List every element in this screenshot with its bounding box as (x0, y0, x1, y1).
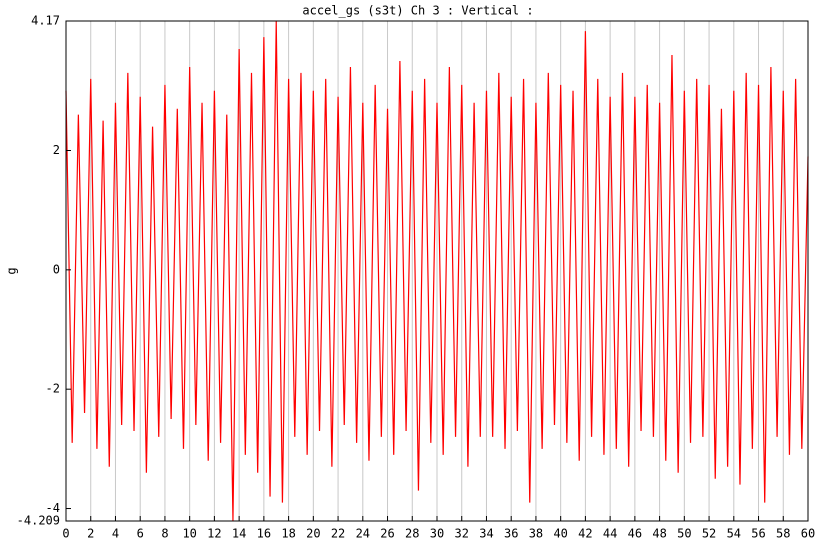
x-tick-label: 22 (331, 527, 345, 541)
x-tick-label: 40 (553, 527, 567, 541)
x-tick-label: 24 (356, 527, 370, 541)
x-tick-label: 16 (257, 527, 271, 541)
x-tick-label: 30 (430, 527, 444, 541)
x-tick-label: 42 (578, 527, 592, 541)
y-tick-label: 2 (53, 143, 60, 157)
x-tick-label: 50 (677, 527, 691, 541)
x-tick-label: 52 (702, 527, 716, 541)
x-tick-label: 26 (380, 527, 394, 541)
x-tick-label: 6 (137, 527, 144, 541)
x-tick-label: 34 (479, 527, 493, 541)
x-tick-label: 44 (603, 527, 617, 541)
x-tick-label: 8 (161, 527, 168, 541)
plot (65, 20, 809, 521)
data-line (65, 20, 809, 521)
chart-title: accel_gs (s3t) Ch 3 : Vertical : (302, 4, 533, 18)
x-tick-label: 4 (112, 527, 119, 541)
x-tick-label: 32 (455, 527, 469, 541)
y-tick-label: 4.17 (31, 14, 60, 28)
x-tick-label: 20 (306, 527, 320, 541)
y-axis-label: g (5, 267, 19, 274)
x-tick-label: 12 (207, 527, 221, 541)
x-tick-label: 14 (232, 527, 246, 541)
y-tick-label: -4.209 (17, 514, 60, 528)
x-tick-label: 54 (727, 527, 741, 541)
x-tick-label: 46 (628, 527, 642, 541)
x-tick-label: 28 (405, 527, 419, 541)
x-tick-label: 0 (62, 527, 69, 541)
x-tick-label: 60 (801, 527, 815, 541)
y-tick-label: 0 (53, 262, 60, 276)
x-tick-label: 36 (504, 527, 518, 541)
x-tick-label: 10 (182, 527, 196, 541)
x-tick-label: 2 (87, 527, 94, 541)
x-tick-label: 56 (751, 527, 765, 541)
x-tick-label: 58 (776, 527, 790, 541)
x-tick-label: 38 (529, 527, 543, 541)
y-tick-label: -4 (46, 501, 60, 515)
x-tick-label: 48 (652, 527, 666, 541)
x-tick-label: 18 (281, 527, 295, 541)
y-tick-label: -2 (46, 382, 60, 396)
ticks: 0 2 4 6 8 10 12 14 16 18 20 22 24 26 28 30 32 34 36 38 40 42 4… (17, 14, 816, 541)
